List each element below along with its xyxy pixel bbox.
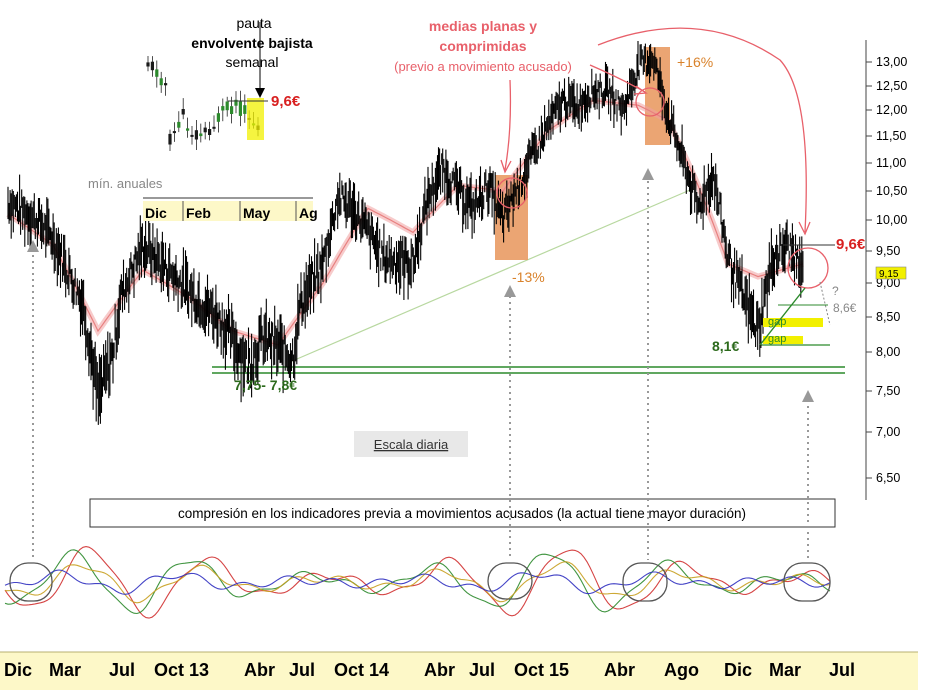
price-tick-label: 13,00	[876, 55, 907, 69]
gap-label-2: gap	[768, 333, 786, 345]
indicator-line	[5, 550, 830, 614]
inset-candle	[190, 135, 193, 137]
inset-candle	[243, 105, 246, 114]
support-recent-label: 8,1€	[712, 338, 739, 354]
x-tick-label: Dic	[4, 660, 32, 680]
inset-title-3: semanal	[226, 54, 279, 70]
inset-candle	[168, 134, 171, 145]
inset-title-2: envolvente bajista	[191, 35, 313, 51]
x-tick-label: Jul	[829, 660, 855, 680]
x-axis: Dic Mar Jul Oct 13 Abr Jul Oct 14 Abr Jul Oct 15 A…	[4, 660, 855, 680]
inset-candle	[212, 127, 215, 129]
support-old-label: 7,75- 7,8€	[234, 377, 297, 393]
inset-x-band	[143, 201, 313, 221]
price-tick-label: 12,00	[876, 103, 907, 117]
ma-line	[8, 100, 803, 345]
up-pct-label: +16%	[677, 54, 713, 70]
price-tick-label: 11,50	[876, 129, 906, 143]
x-tick-label: Ago	[664, 660, 699, 680]
x-tick-label: Oct 15	[514, 660, 569, 680]
inset-candle	[195, 130, 198, 139]
inset-candle	[182, 109, 185, 115]
ma-band	[8, 100, 803, 345]
x-tick-label: Abr	[604, 660, 635, 680]
question-mark: ?	[832, 284, 839, 298]
x-tick-label: Mar	[49, 660, 81, 680]
price-tick-label: 8,50	[876, 310, 900, 324]
inset-price-label: 9,6€	[271, 93, 301, 110]
inset-candle	[199, 134, 202, 137]
inset-candle	[146, 62, 149, 66]
current-price-label: 9,15	[879, 269, 899, 280]
inset-candle	[173, 131, 176, 133]
inset-candle	[221, 106, 224, 110]
down-pct-label: -13%	[512, 269, 545, 285]
inset-candle	[230, 106, 233, 114]
inset-candle	[226, 102, 229, 111]
price-tick-label: 7,50	[876, 384, 900, 398]
inset-candle	[177, 122, 180, 128]
x-tick-label: Oct 14	[334, 660, 389, 680]
price-tick-label: 9,50	[876, 244, 900, 258]
inset-candle	[151, 62, 154, 70]
annotation-medias-line2: comprimidas	[439, 38, 526, 54]
gap-label-1: gap	[768, 316, 786, 328]
price-tick-label: 12,50	[876, 79, 907, 93]
target-price-label: 8,6€	[833, 301, 857, 315]
inset-candle	[186, 128, 189, 130]
x-tick-label: Abr	[424, 660, 455, 680]
annotation-medias-line1: medias planas y	[429, 18, 537, 34]
indicator-panel	[5, 547, 830, 619]
inset-candle	[155, 69, 158, 76]
inset-x-label-3: May	[243, 205, 270, 221]
indicator-line	[5, 570, 830, 594]
inset-candle	[204, 128, 207, 133]
price-tick-label: 11,00	[876, 156, 906, 170]
resistance-price-label: 9,6€	[836, 236, 866, 253]
inset-chart: pauta envolvente bajista semanal 9,6€ mí…	[88, 15, 318, 221]
inset-candle	[239, 102, 242, 116]
x-tick-label: Abr	[244, 660, 275, 680]
inset-x-label-1: Dic	[145, 205, 167, 221]
inset-x-label-2: Feb	[186, 205, 211, 221]
x-tick-label: Jul	[109, 660, 135, 680]
price-tick-label: 10,50	[876, 184, 907, 198]
inset-candle	[217, 113, 220, 122]
price-tick-label: 10,00	[876, 213, 907, 227]
inset-candles	[146, 56, 259, 151]
inset-title-1: pauta	[236, 15, 271, 31]
scale-label: Escala diaria	[374, 437, 449, 452]
x-tick-label: Jul	[289, 660, 315, 680]
arrow-to-down	[505, 80, 510, 170]
indicator-circles	[10, 563, 830, 601]
inset-x-label-4: Ag	[299, 205, 318, 221]
x-tick-label: Mar	[769, 660, 801, 680]
inset-candle	[164, 83, 167, 85]
inset-candle	[160, 78, 163, 85]
price-tick-label: 8,00	[876, 345, 900, 359]
indicator-note: compresión en los indicadores previa a m…	[178, 506, 746, 521]
x-tick-label: Jul	[469, 660, 495, 680]
inset-min-label: mín. anuales	[88, 176, 163, 191]
inset-candle	[208, 129, 211, 135]
inset-highlight	[247, 98, 264, 140]
x-tick-label: Dic	[724, 660, 752, 680]
annotation-medias-sub: (previo a movimiento acusado)	[394, 59, 572, 74]
price-tick-label: 6,50	[876, 471, 900, 485]
price-tick-label: 7,00	[876, 425, 900, 439]
x-tick-label: Oct 13	[154, 660, 209, 680]
